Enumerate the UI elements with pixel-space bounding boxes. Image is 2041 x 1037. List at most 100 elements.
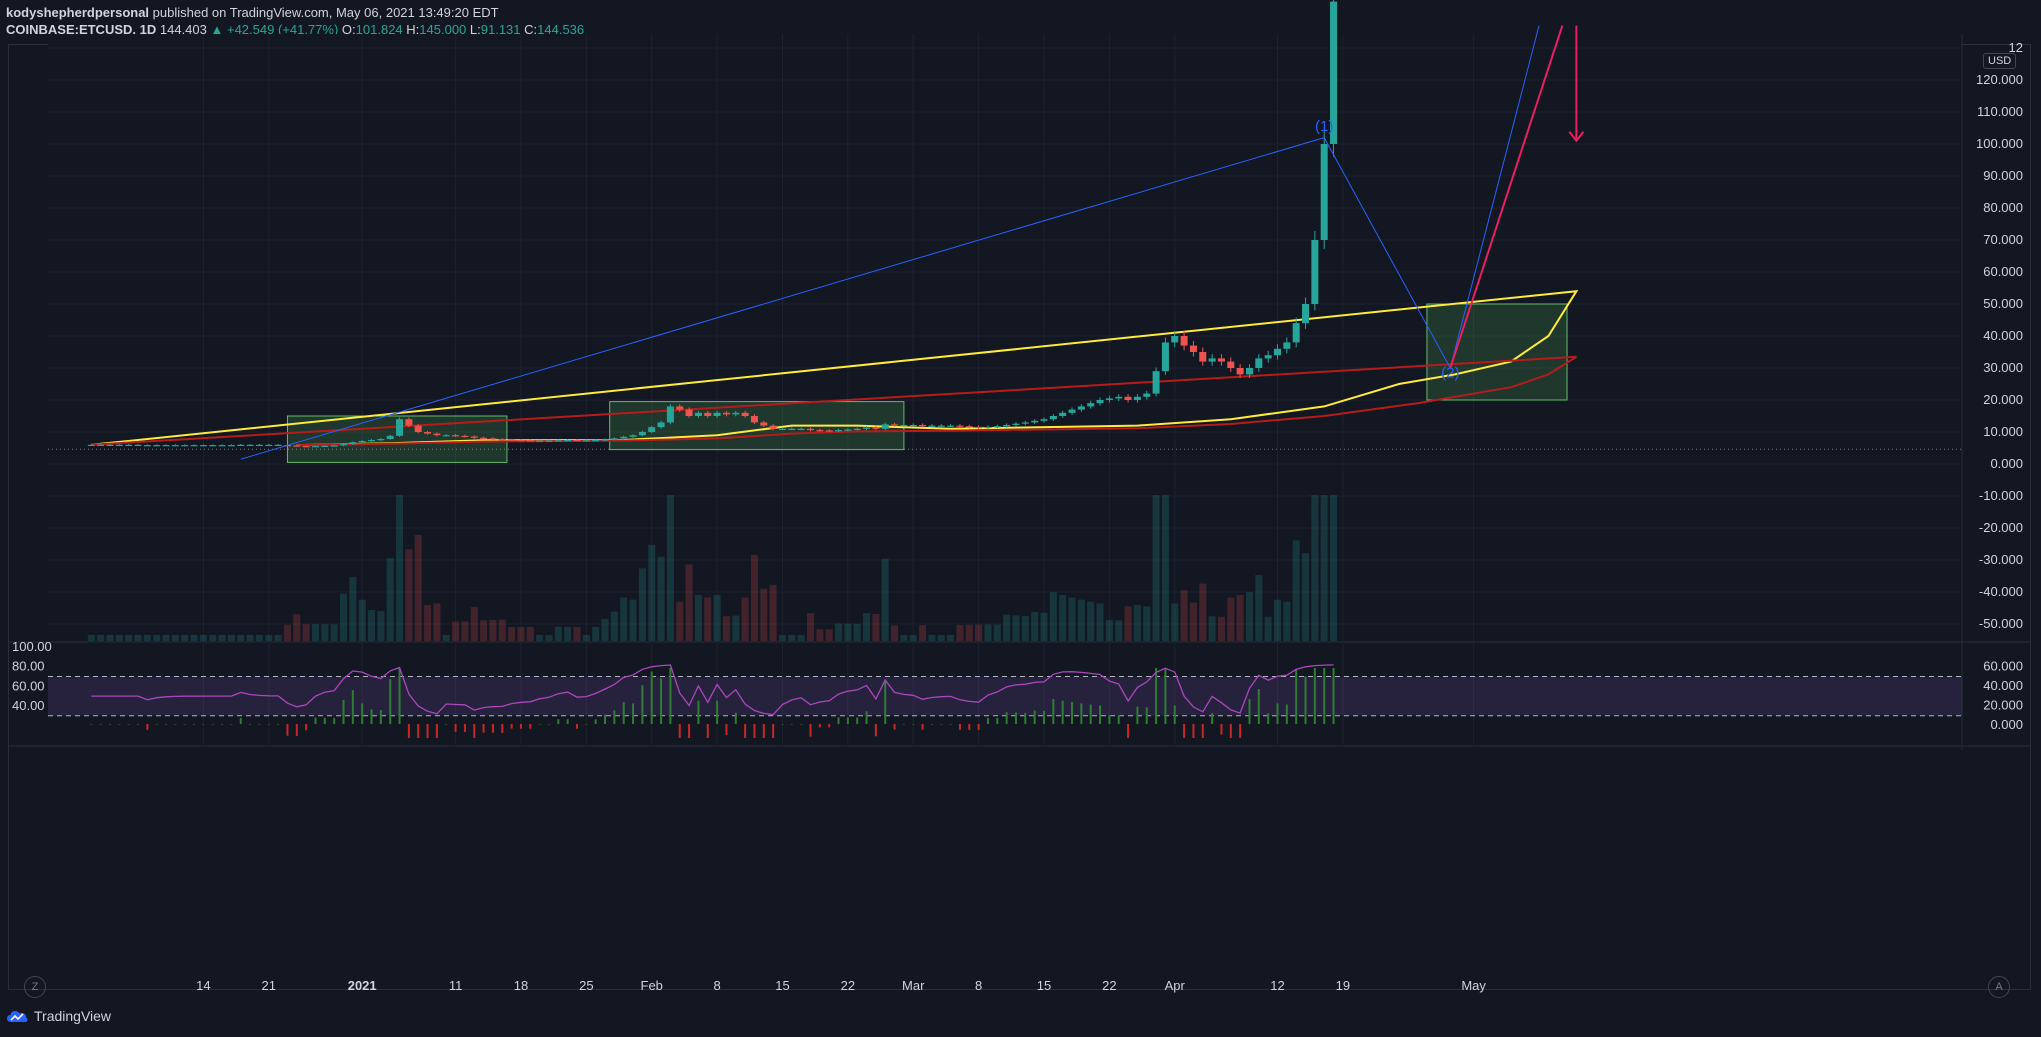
price-axis-label: 0.000 (1990, 456, 2023, 471)
price-axis-label: 20.000 (1983, 392, 2023, 407)
volume-bar (405, 549, 413, 641)
candle-body (1274, 348, 1281, 356)
currency-badge[interactable]: USD (1983, 53, 2017, 69)
a-button[interactable]: A (1988, 976, 2010, 998)
candle-body (526, 440, 534, 442)
histogram-bar (118, 724, 121, 725)
candle-body (181, 445, 189, 447)
histogram-bar (1145, 707, 1148, 724)
histogram-bar (996, 717, 999, 724)
histogram-bar (1155, 668, 1158, 724)
candle-body (797, 428, 805, 430)
trend-line (1449, 25, 1564, 369)
z-button[interactable]: Z (24, 976, 46, 998)
price-axis-label: 30.000 (1983, 360, 2023, 375)
candle-body (1171, 336, 1179, 343)
volume-bar (629, 599, 637, 641)
histogram-bar (221, 724, 224, 725)
histogram-bar (716, 700, 719, 724)
candle-body (1068, 409, 1076, 413)
candle-body (508, 439, 516, 441)
candle-body (844, 429, 852, 431)
histogram-bar (1183, 724, 1186, 738)
volume-bar (283, 624, 291, 641)
candle-body (937, 425, 945, 427)
volume-bar (153, 635, 161, 641)
candle-body (1096, 400, 1104, 404)
histogram-bar (1108, 715, 1111, 724)
histogram-bar (1295, 668, 1298, 724)
volume-bar (657, 556, 665, 641)
histogram-bar (734, 712, 737, 724)
histogram-bar (968, 724, 971, 730)
histogram-bar (379, 710, 382, 724)
histogram-bar (566, 719, 569, 724)
histogram-bar (491, 724, 494, 733)
candle-body (1330, 1, 1338, 144)
volume-bar (863, 613, 871, 641)
moving-average-line (91, 355, 1577, 447)
volume-bar (349, 576, 357, 641)
candle-body (1245, 368, 1253, 375)
price-axis-label: 12 (2009, 40, 2023, 55)
candle-body (1152, 371, 1160, 394)
histogram-bar (277, 724, 280, 725)
histogram-bar (538, 724, 541, 725)
candle-body (676, 406, 684, 410)
histogram-bar (1239, 724, 1242, 738)
candle-body (778, 428, 786, 430)
histogram-bar (267, 724, 270, 725)
price-axis-label: 50.000 (1983, 296, 2023, 311)
volume-bar (115, 635, 123, 641)
candle-body (1021, 422, 1029, 424)
candle-body (1255, 358, 1263, 368)
open-label: O: (341, 22, 356, 37)
histogram-bar (1164, 668, 1167, 724)
histogram-bar (398, 668, 401, 724)
histogram-bar (1267, 713, 1270, 724)
last-price: 144.403 (159, 22, 207, 37)
volume-bar (1031, 611, 1039, 641)
candle-body (209, 445, 217, 447)
volume-bar (227, 635, 235, 641)
volume-bar (760, 588, 768, 641)
candle-body (872, 427, 880, 429)
volume-bar (1311, 495, 1319, 641)
volume-bar (909, 635, 917, 641)
histogram-bar (1257, 689, 1260, 724)
histogram-bar (1127, 724, 1130, 738)
histogram-bar (1043, 711, 1045, 724)
candle-body (1180, 336, 1188, 346)
histogram-bar (1052, 699, 1055, 724)
histogram-bar (445, 724, 448, 725)
candle-body (470, 436, 478, 438)
symbol-name[interactable]: COINBASE:ETCUSD, 1D (6, 22, 157, 37)
candle-body (1087, 403, 1095, 407)
histogram-bar (1089, 704, 1092, 724)
candle-body (536, 440, 544, 442)
volume-bar (1087, 601, 1095, 641)
candle-body (340, 444, 347, 446)
histogram-bar (1304, 676, 1307, 724)
candle-body (171, 445, 179, 447)
time-axis-label: 12 (1270, 978, 1284, 993)
volume-bar (1245, 592, 1253, 641)
volume-bar (526, 626, 534, 641)
high-value: 145.000 (419, 22, 467, 37)
volume-bar (778, 635, 786, 641)
candle-body (302, 446, 310, 448)
volume-bar (97, 635, 105, 641)
author-name[interactable]: kodyshepherdpersonal (6, 5, 150, 20)
volume-bar (1208, 616, 1216, 641)
candle-body (1059, 412, 1067, 416)
volume-bar (498, 619, 506, 641)
tradingview-logo[interactable]: TradingView (6, 1008, 111, 1024)
volume-bar (461, 621, 469, 641)
volume-bar (368, 610, 376, 641)
volume-bar (825, 629, 833, 641)
candle-body (900, 424, 908, 427)
time-axis-label: 22 (841, 978, 855, 993)
histogram-bar (1099, 705, 1102, 724)
rsi-band (48, 676, 1962, 716)
